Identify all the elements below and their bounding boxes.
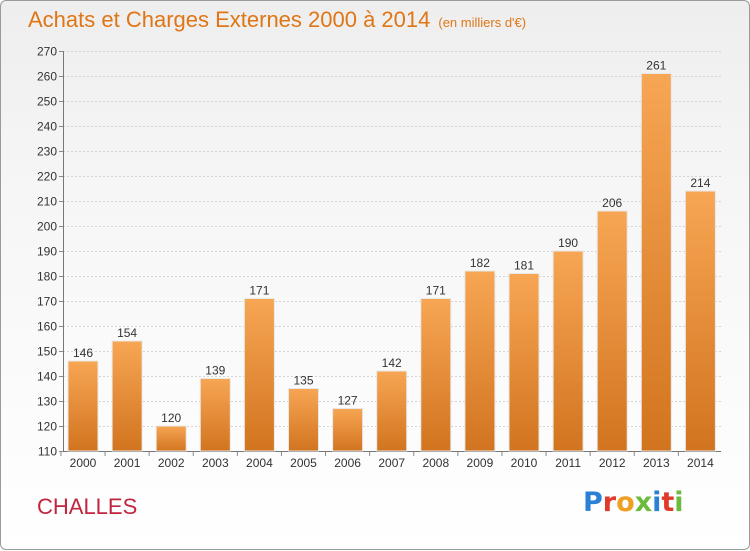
y-tick-label: 110: [38, 445, 57, 459]
x-tick-label-2003: 2003: [202, 456, 229, 470]
labels: 110 120 130 140 150 160 170 180 190 200 210 220 230 2…: [37, 45, 714, 471]
logo-letter: P: [583, 487, 603, 518]
logo-letter: i: [652, 487, 662, 518]
y-tick-label: 130: [37, 395, 57, 409]
chart-subtitle: (en milliers d'€): [438, 15, 527, 30]
x-tick-label-2005: 2005: [290, 456, 317, 470]
bar-2002: [155, 425, 187, 452]
x-tick-label-2002: 2002: [158, 456, 185, 470]
bar-2013: [640, 73, 672, 452]
y-tick-label: 250: [37, 95, 57, 109]
bar-2011: [552, 250, 584, 452]
data-label-2003: 139: [205, 364, 225, 378]
logo-letter: i: [674, 487, 684, 518]
y-tick-label: 140: [37, 370, 57, 384]
x-tick-label-2008: 2008: [422, 456, 449, 470]
x-tick-label-2006: 2006: [334, 456, 361, 470]
bars: [67, 73, 716, 452]
data-label-2010: 181: [514, 259, 534, 273]
data-label-2011: 190: [558, 236, 578, 250]
data-label-2002: 120: [161, 411, 181, 425]
title-text: Achats et Charges Externes 2000 à 2014: [28, 7, 431, 32]
chart-title: Achats et Charges Externes 2000 à 2014 (e…: [28, 7, 526, 33]
y-tick-label: 160: [37, 320, 57, 334]
y-tick-label: 260: [37, 70, 57, 84]
x-tick-label-2009: 2009: [467, 456, 494, 470]
y-tick-label: 190: [37, 245, 57, 259]
data-label-2013: 261: [646, 59, 666, 73]
bar-2014: [684, 190, 716, 452]
x-tick-label-2012: 2012: [599, 456, 626, 470]
data-label-2007: 142: [382, 356, 402, 370]
y-tick-label: 240: [37, 120, 57, 134]
x-tick-label-2004: 2004: [246, 456, 273, 470]
data-label-2014: 214: [690, 176, 710, 190]
logo-letter: x: [634, 487, 653, 518]
x-tick-label-2000: 2000: [70, 456, 97, 470]
x-tick-label-2014: 2014: [687, 456, 714, 470]
x-tick-label-2001: 2001: [114, 456, 141, 470]
x-tick-label-2007: 2007: [378, 456, 405, 470]
logo-letter: o: [616, 487, 635, 518]
bar-2007: [376, 370, 408, 452]
logo-letter: t: [661, 487, 675, 518]
data-label-2001: 154: [117, 326, 137, 340]
data-label-2006: 127: [338, 394, 358, 408]
y-tick-label: 220: [37, 170, 57, 184]
bar-2010: [508, 273, 540, 452]
data-label-2000: 146: [73, 346, 93, 360]
x-tick-label-2013: 2013: [643, 456, 670, 470]
x-tick-label-2010: 2010: [511, 456, 538, 470]
bar-2008: [420, 298, 452, 452]
bar-2006: [332, 408, 364, 452]
bar-2004: [243, 298, 275, 452]
data-label-2008: 171: [426, 284, 446, 298]
bar-2003: [199, 378, 231, 452]
y-tick-label: 210: [37, 195, 57, 209]
y-tick-label: 270: [37, 45, 57, 59]
data-label-2012: 206: [602, 196, 622, 210]
y-tick-label: 230: [37, 145, 57, 159]
y-tick-label: 150: [37, 345, 57, 359]
proxiti-logo[interactable]: Proxiti: [583, 487, 684, 518]
logo-letter: r: [602, 487, 617, 518]
place-name: CHALLES: [37, 494, 138, 519]
bar-2012: [596, 210, 628, 452]
bar-2000: [67, 360, 99, 452]
bar-2001: [111, 340, 143, 452]
x-tick-label-2011: 2011: [555, 456, 581, 470]
bar-2005: [288, 388, 319, 452]
data-label-2005: 135: [293, 374, 313, 388]
data-label-2009: 182: [470, 256, 490, 270]
y-tick-label: 170: [37, 295, 57, 309]
bar-2009: [464, 270, 496, 452]
y-tick-label: 180: [37, 270, 57, 284]
y-tick-label: 120: [37, 420, 57, 434]
data-label-2004: 171: [249, 284, 269, 298]
y-tick-label: 200: [37, 220, 57, 234]
